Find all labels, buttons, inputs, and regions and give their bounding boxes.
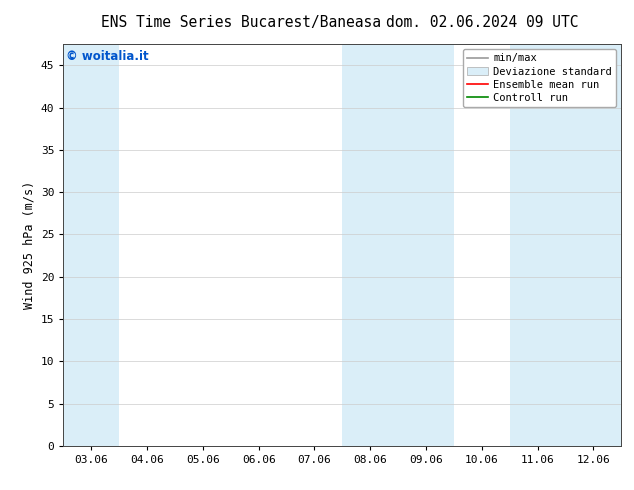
Text: © woitalia.it: © woitalia.it [66,50,149,63]
Legend: min/max, Deviazione standard, Ensemble mean run, Controll run: min/max, Deviazione standard, Ensemble m… [463,49,616,107]
Bar [398,44,454,446]
Text: ENS Time Series Bucarest/Baneasa: ENS Time Series Bucarest/Baneasa [101,15,381,30]
Bar [342,44,398,446]
Bar [510,44,566,446]
Text: dom. 02.06.2024 09 UTC: dom. 02.06.2024 09 UTC [385,15,578,30]
Y-axis label: Wind 925 hPa (m/s): Wind 925 hPa (m/s) [22,181,36,309]
Bar [566,44,621,446]
Bar [63,44,119,446]
